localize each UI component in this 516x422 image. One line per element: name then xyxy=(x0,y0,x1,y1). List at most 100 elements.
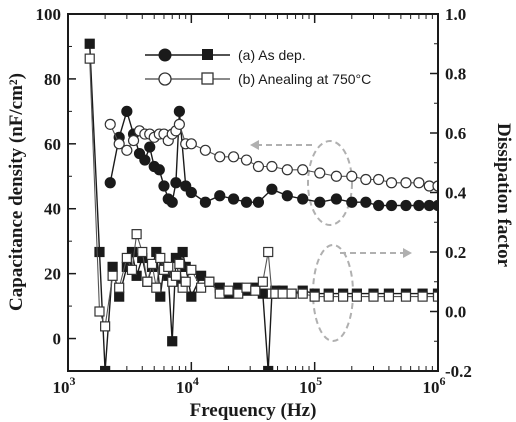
y-right-tick-label: 0.4 xyxy=(445,184,467,203)
data-point-capacitance-a xyxy=(173,105,185,117)
data-point-dissipation-b xyxy=(84,53,95,64)
data-point-dissipation-b xyxy=(126,264,138,275)
data-point-dissipation-b xyxy=(137,246,148,258)
y-left-tick-label: 60 xyxy=(44,135,61,154)
data-point-dissipation-b xyxy=(100,321,111,332)
data-point-dissipation-b xyxy=(250,285,261,296)
x-tick-label-exponent: 3 xyxy=(70,374,76,388)
x-tick-label-exponent: 6 xyxy=(440,374,446,388)
data-point-dissipation-b xyxy=(142,276,153,287)
data-point-dissipation-b xyxy=(195,282,207,293)
data-point-dissipation-a xyxy=(126,246,138,258)
y-left-axis-title: Capacitance density (nF/cm²) xyxy=(6,73,27,311)
legend: (a) As dep. (b) Anealing at 750°C xyxy=(145,47,371,87)
y-right-axis-title: Dissipation factor xyxy=(493,123,514,268)
data-point-capacitance-a xyxy=(266,183,278,195)
data-point-dissipation-b xyxy=(146,258,158,269)
legend-label-a: (a) As dep. xyxy=(238,47,306,63)
data-point-capacitance-a xyxy=(214,190,226,202)
data-point-capacitance-a xyxy=(240,196,253,208)
data-point-capacitance-a xyxy=(385,199,398,212)
data-point-capacitance-a xyxy=(314,196,326,208)
data-point-capacitance-b xyxy=(227,151,240,163)
data-point-capacitance-a xyxy=(330,193,342,205)
series-line-capacitance-a xyxy=(109,108,438,207)
data-point-dissipation-b xyxy=(432,291,438,302)
y-left-tick-label: 100 xyxy=(36,5,62,24)
data-point-dissipation-a xyxy=(177,246,188,258)
data-point-dissipation-b xyxy=(241,282,252,293)
data-point-capacitance-b xyxy=(400,177,412,189)
data-point-capacitance-b xyxy=(360,173,372,186)
data-point-capacitance-b xyxy=(330,170,342,182)
data-point-capacitance-a xyxy=(170,177,182,189)
data-point-capacitance-a xyxy=(373,199,385,212)
y-left-tick-label: 20 xyxy=(44,265,61,284)
x-tick-label-exponent: 5 xyxy=(316,374,322,388)
data-point-capacitance-b xyxy=(373,173,385,186)
data-point-dissipation-b xyxy=(277,288,288,299)
data-point-dissipation-a xyxy=(94,246,105,258)
data-point-capacitance-a xyxy=(166,196,178,208)
data-point-dissipation-b xyxy=(383,291,395,302)
data-point-dissipation-b xyxy=(337,291,349,302)
data-point-dissipation-b xyxy=(186,264,197,275)
legend-marker-a-square xyxy=(202,49,213,60)
data-point-capacitance-b xyxy=(413,177,425,189)
data-point-capacitance-a xyxy=(281,190,293,202)
data-point-dissipation-b xyxy=(214,288,225,299)
data-point-dissipation-b xyxy=(286,288,297,299)
data-point-capacitance-b xyxy=(121,144,133,156)
plot-frame xyxy=(67,13,439,372)
data-point-capacitance-a xyxy=(413,199,425,212)
x-axis-title: Frequency (Hz) xyxy=(190,400,317,421)
data-point-dissipation-b xyxy=(400,291,412,302)
data-point-capacitance-b xyxy=(214,151,226,163)
y-right-tick-label: 0.6 xyxy=(445,124,466,143)
data-point-capacitance-b xyxy=(199,144,211,156)
data-point-dissipation-b xyxy=(351,291,362,302)
x-tick-label: 103 xyxy=(53,374,76,397)
data-point-capacitance-a xyxy=(199,196,211,208)
data-point-dissipation-a xyxy=(186,291,197,302)
data-point-capacitance-b xyxy=(432,180,438,192)
x-tick-label: 105 xyxy=(299,374,322,397)
data-point-capacitance-b xyxy=(127,134,140,147)
data-point-capacitance-b xyxy=(297,164,309,176)
data-point-capacitance-a xyxy=(158,180,170,192)
data-point-capacitance-a xyxy=(432,199,438,212)
data-point-capacitance-a xyxy=(346,196,358,208)
data-point-capacitance-b xyxy=(104,118,116,130)
data-point-capacitance-b xyxy=(314,167,326,179)
data-point-dissipation-b xyxy=(155,252,166,264)
data-point-dissipation-b xyxy=(180,276,191,287)
data-point-dissipation-a xyxy=(114,291,125,302)
data-point-dissipation-b xyxy=(107,270,118,281)
data-point-capacitance-b xyxy=(281,164,293,176)
data-point-dissipation-b xyxy=(233,288,244,299)
data-point-dissipation-b xyxy=(131,229,142,240)
data-point-capacitance-b xyxy=(346,170,358,182)
data-point-capacitance-a xyxy=(121,105,133,117)
data-point-dissipation-b xyxy=(417,291,428,302)
y-left-tick-label: 40 xyxy=(44,200,61,219)
y-right-tick-label: 0.8 xyxy=(445,65,466,84)
y-right-tick-label: 0.2 xyxy=(445,243,466,262)
data-point-capacitance-b xyxy=(113,138,125,150)
y-left-tick-label: 0 xyxy=(53,330,62,349)
data-point-capacitance-b xyxy=(173,118,185,130)
data-point-dissipation-b xyxy=(309,291,320,302)
x-tick-label: 106 xyxy=(423,374,446,397)
data-point-capacitance-a xyxy=(104,177,116,189)
annotation-ellipse-capacitance xyxy=(307,140,353,226)
x-tick-label: 104 xyxy=(176,374,199,397)
data-point-capacitance-a xyxy=(252,196,265,208)
y-right-tick-label: -0.2 xyxy=(445,362,472,381)
legend-marker-b-circle xyxy=(158,72,172,86)
data-point-capacitance-a xyxy=(144,141,156,153)
data-point-capacitance-b xyxy=(266,160,278,173)
data-point-dissipation-a xyxy=(107,261,118,272)
y-right-tick-label: 1.0 xyxy=(445,5,466,24)
data-point-dissipation-b xyxy=(323,291,334,302)
x-tick-label-exponent: 4 xyxy=(193,374,199,388)
